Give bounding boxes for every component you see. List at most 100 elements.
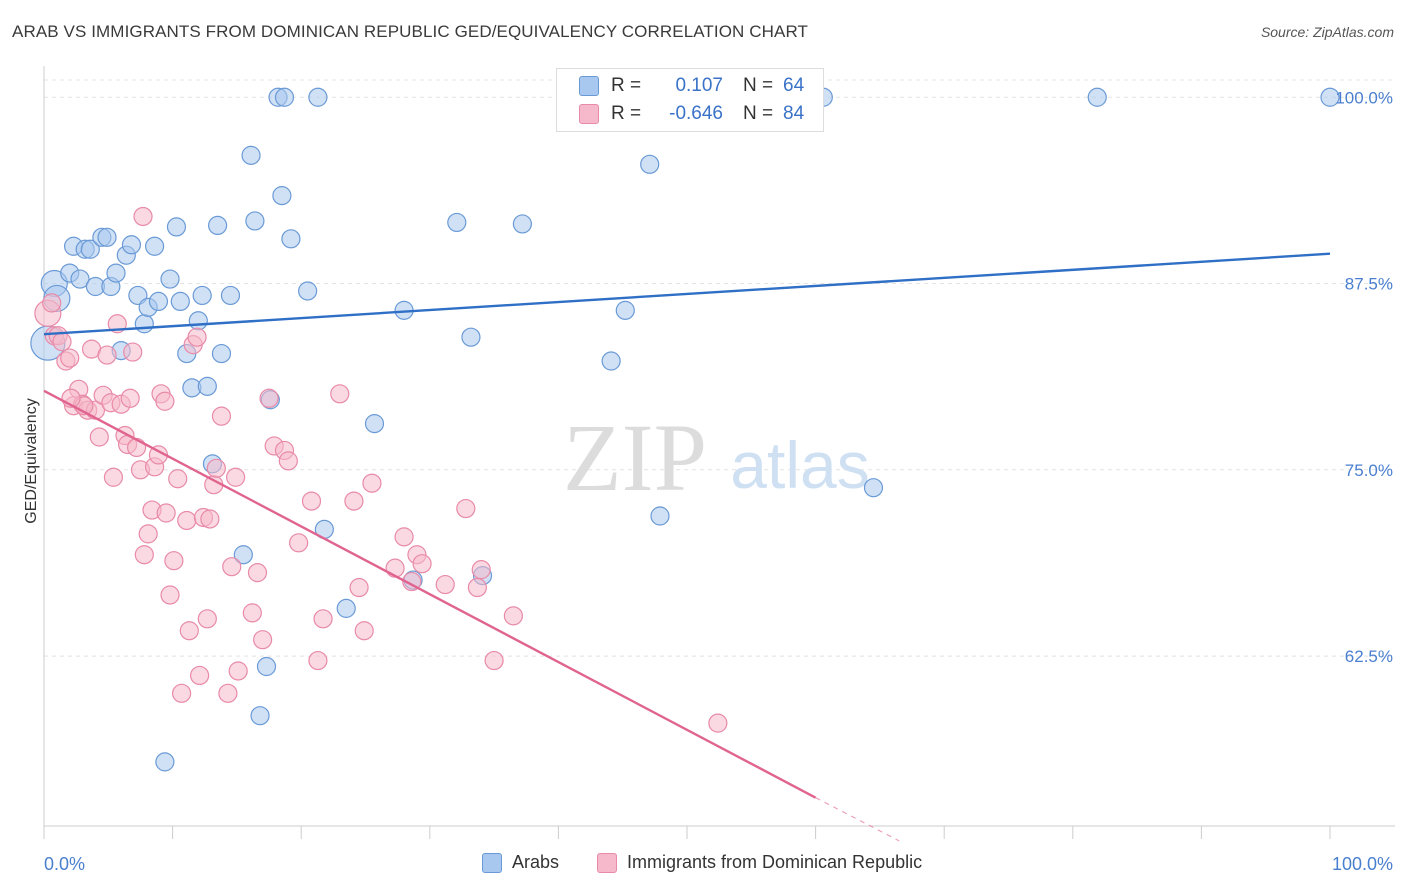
- chart-title: ARAB VS IMMIGRANTS FROM DOMINICAN REPUBL…: [12, 22, 809, 41]
- r-value: -0.646: [669, 103, 723, 124]
- y-tick-label: 100.0%: [1335, 88, 1393, 107]
- dominican-point: [200, 509, 220, 529]
- trend-lines: [43, 252, 1331, 842]
- dominican-point: [187, 327, 207, 347]
- dominican-trend-line: [43, 389, 817, 799]
- arab-point: [272, 186, 292, 206]
- dominican-point: [160, 585, 180, 605]
- arab-point: [245, 211, 265, 231]
- arab-point: [447, 212, 467, 233]
- dominican-point: [247, 563, 268, 583]
- arab-point: [233, 545, 253, 565]
- arab-point: [134, 314, 154, 334]
- arab-point: [208, 215, 228, 236]
- dominican-swatch: [597, 852, 617, 873]
- arab-point: [281, 229, 301, 249]
- n-label: N =: [743, 75, 774, 96]
- dominican-point: [168, 469, 188, 489]
- dominican-point: [259, 388, 279, 408]
- x-tick-label-end: 100.0%: [1332, 854, 1393, 874]
- dominican-point: [197, 609, 217, 629]
- grid-lines: [44, 79, 1395, 657]
- dominican-point: [120, 388, 140, 408]
- legend-row-arabs: R = 0.107 N = 64: [579, 73, 804, 99]
- arab-point: [241, 145, 261, 165]
- dominican-point: [354, 621, 374, 641]
- r-label: R =: [611, 103, 642, 124]
- arab-point: [148, 291, 169, 312]
- r-label: R =: [611, 75, 642, 96]
- dominican-point: [301, 491, 322, 511]
- legend-item-dominican: Immigrants from Dominican Republic: [597, 852, 922, 873]
- arab-point: [97, 227, 117, 247]
- arab-point: [192, 285, 212, 306]
- arab-point: [640, 154, 660, 174]
- dominican-point: [278, 451, 298, 471]
- dominican-point: [138, 524, 158, 544]
- arab-point: [1087, 87, 1107, 107]
- dominican-point: [172, 683, 192, 703]
- arab-point: [155, 752, 175, 772]
- arab-point: [166, 217, 187, 237]
- arab-point: [250, 706, 270, 726]
- legend-item-arabs: Arabs: [482, 852, 559, 873]
- dominican-point: [222, 557, 242, 577]
- dominican-point: [218, 683, 238, 703]
- dominican-point: [190, 665, 210, 686]
- arab-point: [336, 598, 356, 618]
- dominican-point: [60, 348, 80, 368]
- dominican-point: [226, 467, 246, 487]
- arab-point: [220, 285, 241, 306]
- chart-source: Source: ZipAtlas.com: [1260, 24, 1394, 40]
- arab-point: [274, 87, 295, 107]
- arab-point: [308, 87, 328, 107]
- arab-point: [863, 478, 884, 498]
- dominican-point: [89, 427, 109, 447]
- arab-point: [601, 351, 621, 371]
- dominican-point: [242, 603, 262, 623]
- dominican-point: [456, 498, 476, 519]
- dominican-point: [228, 661, 248, 681]
- arab-point: [188, 311, 208, 331]
- watermark-zip: ZIP: [563, 404, 707, 511]
- data-points: [30, 87, 1340, 772]
- dominican-point: [503, 606, 523, 626]
- arab-point: [80, 239, 100, 259]
- arab-point: [512, 214, 532, 234]
- y-tick-label: 62.5%: [1345, 647, 1393, 666]
- dominican-point: [52, 332, 72, 352]
- dominican-swatch: [579, 104, 599, 124]
- watermark-atlas: atlas: [730, 428, 869, 502]
- arab-point: [364, 414, 385, 434]
- dominican-point: [155, 391, 175, 411]
- dominican-point: [97, 345, 117, 365]
- dominican-point: [484, 650, 504, 671]
- dominican-point: [344, 491, 364, 511]
- dominican-point: [164, 551, 184, 571]
- n-value: 84: [783, 103, 805, 124]
- arab-point: [461, 327, 481, 347]
- dominican-point: [206, 458, 226, 478]
- dominican-trend-extension: [815, 797, 900, 842]
- arab-point: [121, 235, 142, 255]
- correlation-legend: R = 0.107 N = 64 R = -0.646 N = 84: [556, 68, 824, 132]
- dominican-point: [126, 437, 147, 458]
- dominican-point: [42, 293, 62, 313]
- arab-point: [144, 236, 165, 256]
- axes: [43, 66, 1395, 839]
- arab-point: [197, 376, 217, 396]
- series-legend: Arabs Immigrants from Dominican Republic: [0, 852, 1406, 876]
- dominican-point: [253, 630, 273, 650]
- dominican-point: [362, 473, 382, 493]
- arab-point: [160, 269, 180, 289]
- dominican-point: [103, 467, 124, 487]
- watermark: ZIP atlas: [563, 404, 870, 511]
- dominican-point: [308, 650, 328, 671]
- dominican-point: [179, 621, 199, 641]
- dominican-point: [471, 560, 491, 580]
- dominican-point: [385, 558, 405, 578]
- arabs-swatch: [579, 76, 599, 96]
- arab-point: [1320, 87, 1340, 107]
- y-axis-label: GED/Equivalency: [23, 398, 40, 523]
